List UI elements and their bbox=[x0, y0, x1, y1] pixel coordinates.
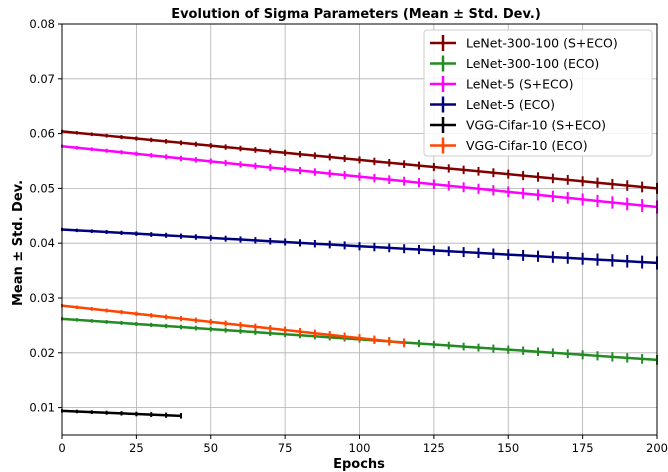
legend: LeNet-300-100 (S+ECO) LeNet-300-100 (ECO)… bbox=[423, 29, 653, 157]
series-0 bbox=[61, 129, 658, 194]
y-tick-label: 0.06 bbox=[29, 127, 55, 141]
x-tick-label: 175 bbox=[572, 441, 594, 455]
axis-ticks: 0 25 50 75 100 125 150 175 200 0.01 0.02 0.03 0.04 0.… bbox=[29, 17, 668, 455]
y-tick-label: 0.07 bbox=[29, 72, 55, 86]
legend-item: LeNet-300-100 (S+ECO) bbox=[430, 35, 618, 51]
y-tick-label: 0.05 bbox=[29, 181, 55, 195]
chart-title: Evolution of Sigma Parameters (Mean ± St… bbox=[171, 7, 541, 22]
legend-item: LeNet-300-100 (ECO) bbox=[430, 55, 599, 72]
x-tick-label: 25 bbox=[129, 441, 144, 455]
series-layer bbox=[61, 129, 658, 419]
x-tick-label: 200 bbox=[646, 441, 668, 455]
legend-item: LeNet-5 (ECO) bbox=[430, 96, 555, 113]
legend-item: LeNet-5 (S+ECO) bbox=[430, 76, 573, 92]
y-tick-label: 0.04 bbox=[29, 236, 55, 250]
x-tick-label: 100 bbox=[349, 441, 371, 455]
legend-label: VGG-Cifar-10 (ECO) bbox=[466, 138, 588, 153]
series-3 bbox=[61, 227, 658, 270]
legend-label: LeNet-5 (ECO) bbox=[466, 97, 555, 112]
y-tick-label: 0.08 bbox=[29, 17, 55, 31]
x-tick-label: 125 bbox=[423, 441, 445, 455]
y-axis-label: Mean ± Std. Dev. bbox=[11, 180, 26, 306]
legend-label: LeNet-300-100 (ECO) bbox=[466, 56, 599, 71]
legend-box bbox=[423, 29, 653, 157]
x-axis-label: Epochs bbox=[333, 457, 385, 472]
legend-label: VGG-Cifar-10 (S+ECO) bbox=[466, 118, 606, 133]
y-tick-label: 0.03 bbox=[29, 291, 55, 305]
legend-item: VGG-Cifar-10 (S+ECO) bbox=[430, 117, 606, 133]
legend-label: LeNet-300-100 (S+ECO) bbox=[466, 36, 618, 51]
x-tick-label: 50 bbox=[203, 441, 218, 455]
series-5 bbox=[61, 304, 406, 348]
x-tick-label: 0 bbox=[58, 441, 65, 455]
y-tick-label: 0.02 bbox=[29, 346, 55, 360]
legend-label: LeNet-5 (S+ECO) bbox=[466, 77, 573, 92]
series-line bbox=[61, 304, 405, 345]
legend-item: VGG-Cifar-10 (ECO) bbox=[430, 137, 588, 154]
y-tick-label: 0.01 bbox=[29, 401, 55, 415]
x-tick-label: 150 bbox=[497, 441, 519, 455]
x-tick-label: 75 bbox=[278, 441, 293, 455]
series-4 bbox=[61, 409, 182, 419]
